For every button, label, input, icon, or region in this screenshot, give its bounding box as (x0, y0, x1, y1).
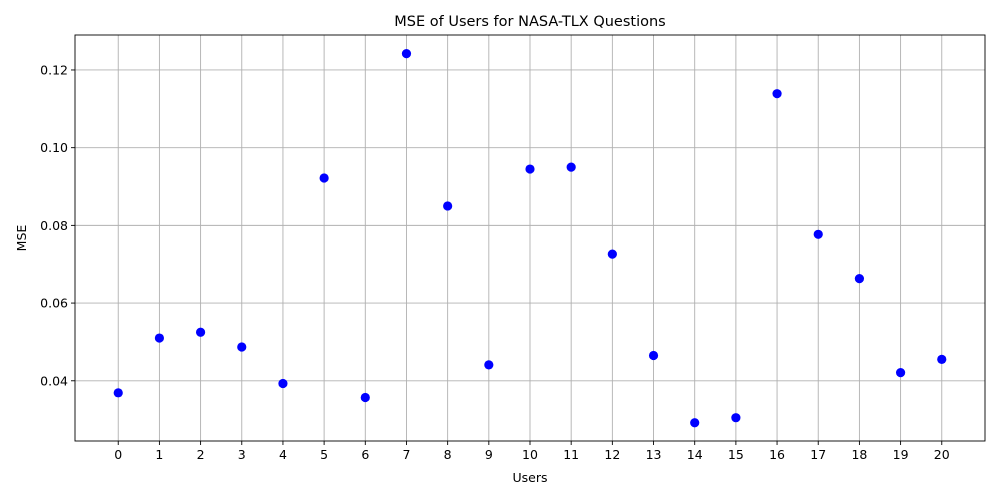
x-tick-label: 14 (687, 447, 703, 462)
data-point (566, 162, 576, 172)
y-tick-label: 0.12 (40, 62, 68, 77)
data-point (690, 418, 700, 428)
data-point (154, 333, 165, 343)
data-point (278, 378, 288, 389)
data-point (937, 354, 947, 365)
data-point (484, 360, 494, 370)
data-point (113, 388, 123, 398)
x-tick-label: 20 (934, 447, 950, 462)
x-tick-label: 1 (155, 447, 163, 462)
x-tick-label: 10 (522, 447, 538, 462)
x-tick-label: 17 (810, 447, 826, 462)
data-point (607, 249, 617, 259)
x-tick-label: 0 (114, 447, 122, 462)
x-tick-label: 19 (893, 447, 909, 462)
data-point (525, 164, 535, 174)
x-tick-label: 3 (238, 447, 246, 462)
x-tick-label: 12 (604, 447, 620, 462)
y-tick-label: 0.08 (40, 218, 68, 233)
axis-ticks: 0 1 2 3 4 5 6 7 8 9 10 11 12 13 14 15 16 17 18 19 200.040.06… (40, 62, 950, 462)
plot-frame (74, 34, 986, 442)
data-points (113, 49, 947, 428)
x-tick-label: 18 (851, 447, 867, 462)
data-point (648, 350, 659, 361)
x-tick-label: 16 (769, 447, 785, 462)
x-tick-label: 15 (728, 447, 744, 462)
y-tick-label: 0.06 (40, 296, 68, 311)
x-tick-label: 11 (563, 447, 579, 462)
data-point (895, 368, 906, 378)
data-point (237, 342, 247, 352)
data-point (731, 413, 741, 423)
data-point (319, 173, 329, 183)
data-point (195, 327, 206, 337)
x-tick-label: 5 (320, 447, 328, 462)
data-point (360, 392, 370, 403)
x-tick-label: 9 (485, 447, 493, 462)
y-tick-label: 0.10 (40, 140, 68, 155)
x-tick-label: 13 (646, 447, 662, 462)
data-point (401, 49, 412, 59)
x-axis-label: Users (512, 470, 547, 485)
x-tick-label: 6 (361, 447, 369, 462)
x-tick-label: 8 (444, 447, 452, 462)
data-point (813, 229, 823, 239)
chart-title: MSE of Users for NASA-TLX Questions (394, 14, 665, 30)
data-point (854, 274, 865, 284)
y-tick-label: 0.04 (40, 373, 68, 388)
data-point (772, 89, 782, 99)
data-point (443, 201, 453, 211)
x-tick-label: 4 (279, 447, 287, 462)
x-tick-label: 2 (197, 447, 205, 462)
y-axis-label: MSE (14, 225, 29, 252)
x-tick-label: 7 (402, 447, 410, 462)
